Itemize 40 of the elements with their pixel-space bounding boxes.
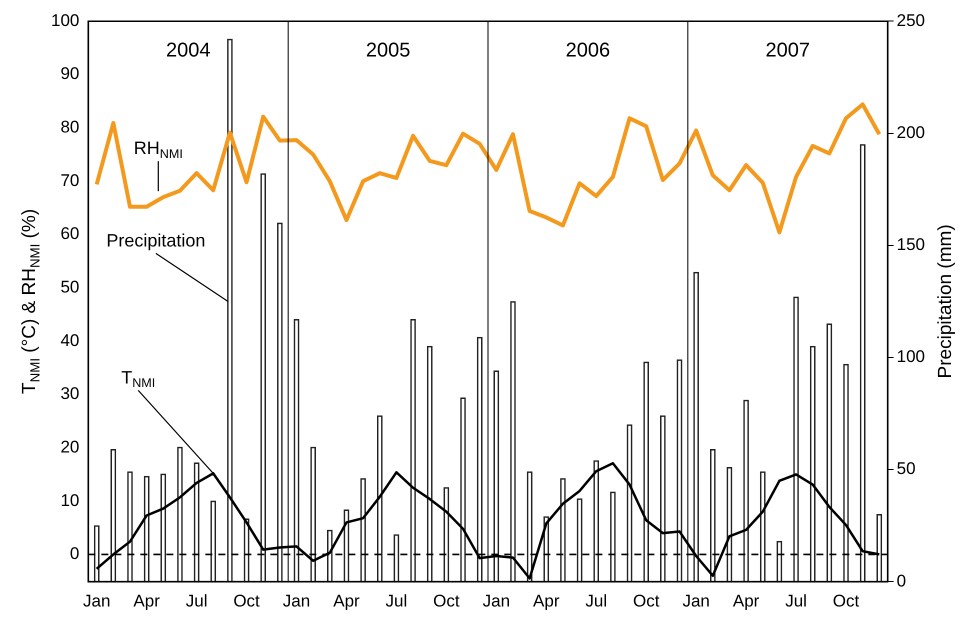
- annotation: 2004: [166, 40, 211, 62]
- x-tick-label: Oct: [832, 591, 860, 610]
- x-tick-label: Jan: [482, 591, 510, 610]
- y2-tick-label: 250: [896, 10, 926, 30]
- x-tick-label: Jul: [186, 591, 208, 610]
- x-tick-label: Apr: [133, 591, 160, 610]
- x-tick-label: Jan: [282, 591, 310, 610]
- x-tick-label: Jul: [386, 591, 408, 610]
- x-tick-label: Jul: [785, 591, 807, 610]
- x-tick-label: Apr: [732, 591, 760, 610]
- y-tick-label: 100: [50, 10, 80, 30]
- annotation: 2005: [366, 40, 410, 62]
- x-tick-label: Oct: [233, 591, 260, 610]
- y-tick-label: 80: [60, 118, 80, 137]
- x-tick-label: Apr: [333, 591, 360, 610]
- annotation: 2006: [566, 40, 610, 62]
- x-tick-label: Oct: [433, 591, 460, 610]
- series-label: Precipitation: [106, 230, 206, 250]
- x-tick-label: Jul: [585, 591, 608, 610]
- y2-tick-label: 150: [896, 235, 926, 254]
- y-tick-label: 0: [70, 544, 80, 564]
- y-axis-title: TNMI (°C) & RHNMI (%): [19, 208, 42, 394]
- x-tick-label: Jan: [82, 591, 110, 610]
- y-tick-label: 90: [60, 64, 80, 84]
- y2-tick-label: 100: [896, 347, 926, 366]
- y2-axis-title: Precipitation (mm): [935, 224, 956, 378]
- x-tick-label: Apr: [533, 591, 560, 610]
- y2-tick-label: 50: [896, 459, 916, 478]
- y-tick-label: 70: [60, 170, 80, 190]
- x-tick-label: Oct: [632, 591, 660, 610]
- annotation: 2007: [765, 40, 810, 62]
- y-tick-label: 30: [60, 384, 80, 404]
- y2-tick-label: 0: [896, 571, 906, 590]
- y2-tick-label: 200: [896, 122, 926, 142]
- y-tick-label: 50: [60, 277, 80, 296]
- y-tick-label: 60: [60, 224, 80, 244]
- y-tick-label: 20: [60, 437, 80, 456]
- y-tick-label: 40: [60, 330, 80, 350]
- y-tick-label: 10: [60, 490, 80, 510]
- x-tick-label: Jan: [682, 591, 710, 610]
